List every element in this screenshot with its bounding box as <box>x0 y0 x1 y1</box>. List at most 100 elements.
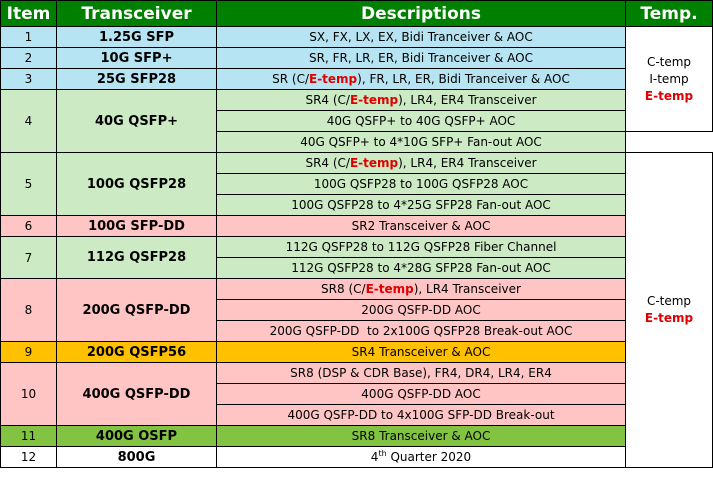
transceiver-name: 25G SFP28 <box>56 68 217 90</box>
description-text: SR (C/ <box>272 72 309 86</box>
description: SR, FR, LR, ER, Bidi Tranceiver & AOC <box>216 47 626 69</box>
item-number: 7 <box>0 236 57 279</box>
description-text: 400G QSFP-DD to 4x100G SFP-DD Break-out <box>287 408 555 422</box>
description: SR8 (DSP & CDR Base), FR4, DR4, LR4, ER4 <box>216 362 626 384</box>
transceiver-name: 1.25G SFP <box>56 26 217 48</box>
description-text: SR8 (C/ <box>321 282 366 296</box>
item-number: 8 <box>0 278 57 342</box>
transceiver-name: 400G OSFP <box>56 425 217 447</box>
etemp-highlight: E-temp <box>365 282 414 296</box>
table-row: 10 400G QSFP-DD SR8 (DSP & CDR Base), FR… <box>0 362 713 426</box>
description-text: 4 <box>370 450 379 464</box>
transceiver-name: 200G QSFP-DD <box>56 278 217 342</box>
transceiver-name: 800G <box>56 446 217 468</box>
transceiver-table: Item Transceiver Descriptions Temp. 1 1.… <box>0 0 713 468</box>
description-text: 400G QSFP-DD AOC <box>361 387 481 401</box>
description: 40G QSFP+ to 40G QSFP+ AOC <box>216 110 626 132</box>
description: SR8 Transceiver & AOC <box>216 425 626 447</box>
item-number: 9 <box>0 341 57 363</box>
description: 200G QSFP-DD AOC <box>216 299 626 321</box>
table-row: 11 400G OSFP SR8 Transceiver & AOC <box>0 425 713 447</box>
description: 112G QSFP28 to 112G QSFP28 Fiber Channel <box>216 236 626 258</box>
description-text: 100G QSFP28 to 100G QSFP28 AOC <box>313 177 529 191</box>
item-number: 10 <box>0 362 57 426</box>
table-row: 400G QSFP-DD to 4x100G SFP-DD Break-out <box>1 404 713 426</box>
temp-line-etemp: E-temp <box>644 88 694 103</box>
etemp-highlight: E-temp <box>349 156 399 170</box>
temp-line: I-temp <box>649 71 689 86</box>
description-text: 200G QSFP-DD to 2x100G QSFP28 Break-out … <box>269 324 573 338</box>
transceiver-name: 100G SFP-DD <box>56 215 217 237</box>
description-text: SR8 (DSP & CDR Base), FR4, DR4, LR4, ER4 <box>290 366 552 380</box>
table-row: 7 112G QSFP28 112G QSFP28 to 112G QSFP28… <box>0 236 713 279</box>
description-text: SR4 Transceiver & AOC <box>351 345 491 359</box>
header-row: Item Transceiver Descriptions Temp. <box>0 0 713 27</box>
description-text: 112G QSFP28 to 112G QSFP28 Fiber Channel <box>285 240 557 254</box>
description: SR8 (C/E-temp), LR4 Transceiver <box>216 278 626 300</box>
item-number: 6 <box>0 215 57 237</box>
description: 40G QSFP+ to 4*10G SFP+ Fan-out AOC <box>216 131 626 153</box>
description-text: SR4 (C/ <box>305 156 350 170</box>
description: 400G QSFP-DD AOC <box>216 383 626 405</box>
description-text: 40G QSFP+ to 40G QSFP+ AOC <box>326 114 516 128</box>
temp-line: C-temp <box>646 294 692 308</box>
temp-line-etemp: E-temp <box>644 311 694 325</box>
transceiver-name: 100G QSFP28 <box>56 152 217 216</box>
ordinal-suffix: th <box>378 449 387 458</box>
table-row: 5 100G QSFP28 SR4 (C/E-temp), LR4, ER4 T… <box>0 152 713 468</box>
table-row: 9 200G QSFP56 SR4 Transceiver & AOC <box>0 341 713 363</box>
item-number: 11 <box>0 425 57 447</box>
description: SR (C/E-temp), FR, LR, ER, Bidi Tranceiv… <box>216 68 626 90</box>
description: 100G QSFP28 to 4*25G SFP28 Fan-out AOC <box>216 194 626 216</box>
description: SR4 Transceiver & AOC <box>216 341 626 363</box>
item-number: 4 <box>0 89 57 153</box>
description: 4th Quarter 2020 <box>216 446 626 468</box>
table-row: 40G QSFP+ to 4*10G SFP+ Fan-out AOC <box>1 131 713 153</box>
table-row: 6 100G SFP-DD SR2 Transceiver & AOC <box>0 215 713 237</box>
description: 400G QSFP-DD to 4x100G SFP-DD Break-out <box>216 404 626 426</box>
item-number: 12 <box>0 446 57 468</box>
table-row: 2 10G SFP+ SR, FR, LR, ER, Bidi Tranceiv… <box>0 47 713 69</box>
header-item: Item <box>0 0 57 27</box>
table-row: 100G QSFP28 to 100G QSFP28 AOC <box>1 173 713 195</box>
temp-group-1: C-temp I-temp E-temp <box>625 26 713 132</box>
transceiver-name: 10G SFP+ <box>56 47 217 69</box>
description: SR4 (C/E-temp), LR4, ER4 Transceiver <box>216 152 626 174</box>
description-text: SR, FR, LR, ER, Bidi Tranceiver & AOC <box>309 51 533 65</box>
description: SX, FX, LX, EX, Bidi Tranceiver & AOC <box>216 26 626 48</box>
item-number: 1 <box>0 26 57 48</box>
description-text: SX, FX, LX, EX, Bidi Tranceiver & AOC <box>309 30 533 44</box>
table-row: 112G QSFP28 to 4*28G SFP28 Fan-out AOC <box>1 257 713 279</box>
description-text: ), LR4 Transceiver <box>413 282 521 296</box>
transceiver-name: 400G QSFP-DD <box>56 362 217 426</box>
temp-group-2: C-temp E-temp <box>625 152 713 468</box>
header-descriptions: Descriptions <box>216 0 626 27</box>
description: 100G QSFP28 to 100G QSFP28 AOC <box>216 173 626 195</box>
table-row: 40G QSFP+ to 40G QSFP+ AOC <box>1 110 713 132</box>
description-text: ), FR, LR, ER, Bidi Tranceiver & AOC <box>357 72 570 86</box>
description-text: 100G QSFP28 to 4*25G SFP28 Fan-out AOC <box>291 198 551 212</box>
description-text: ), LR4, ER4 Transceiver <box>398 93 537 107</box>
temp-line: C-temp <box>646 54 692 69</box>
description-text: SR8 Transceiver & AOC <box>351 429 491 443</box>
transceiver-name: 40G QSFP+ <box>56 89 217 153</box>
table-row: 3 25G SFP28 SR (C/E-temp), FR, LR, ER, B… <box>0 68 713 90</box>
table-row: 12 800G 4th Quarter 2020 <box>0 446 713 468</box>
table-row: 200G QSFP-DD to 2x100G QSFP28 Break-out … <box>1 320 713 342</box>
table-row: 4 40G QSFP+ SR4 (C/E-temp), LR4, ER4 Tra… <box>0 89 713 153</box>
description-text: SR2 Transceiver & AOC <box>351 219 491 233</box>
table-row: 8 200G QSFP-DD SR8 (C/E-temp), LR4 Trans… <box>0 278 713 342</box>
description-text: SR4 (C/ <box>305 93 350 107</box>
description-text: Quarter 2020 <box>386 450 472 464</box>
table-row: 400G QSFP-DD AOC <box>1 383 713 405</box>
description-text: ), LR4, ER4 Transceiver <box>398 156 537 170</box>
transceiver-name: 112G QSFP28 <box>56 236 217 279</box>
description: SR4 (C/E-temp), LR4, ER4 Transceiver <box>216 89 626 111</box>
header-temp: Temp. <box>625 0 713 27</box>
etemp-highlight: E-temp <box>349 93 399 107</box>
description-text: 40G QSFP+ to 4*10G SFP+ Fan-out AOC <box>300 135 542 149</box>
table-row: 200G QSFP-DD AOC <box>1 299 713 321</box>
description-text: 200G QSFP-DD AOC <box>361 303 481 317</box>
transceiver-name: 200G QSFP56 <box>56 341 217 363</box>
header-transceiver: Transceiver <box>56 0 217 27</box>
